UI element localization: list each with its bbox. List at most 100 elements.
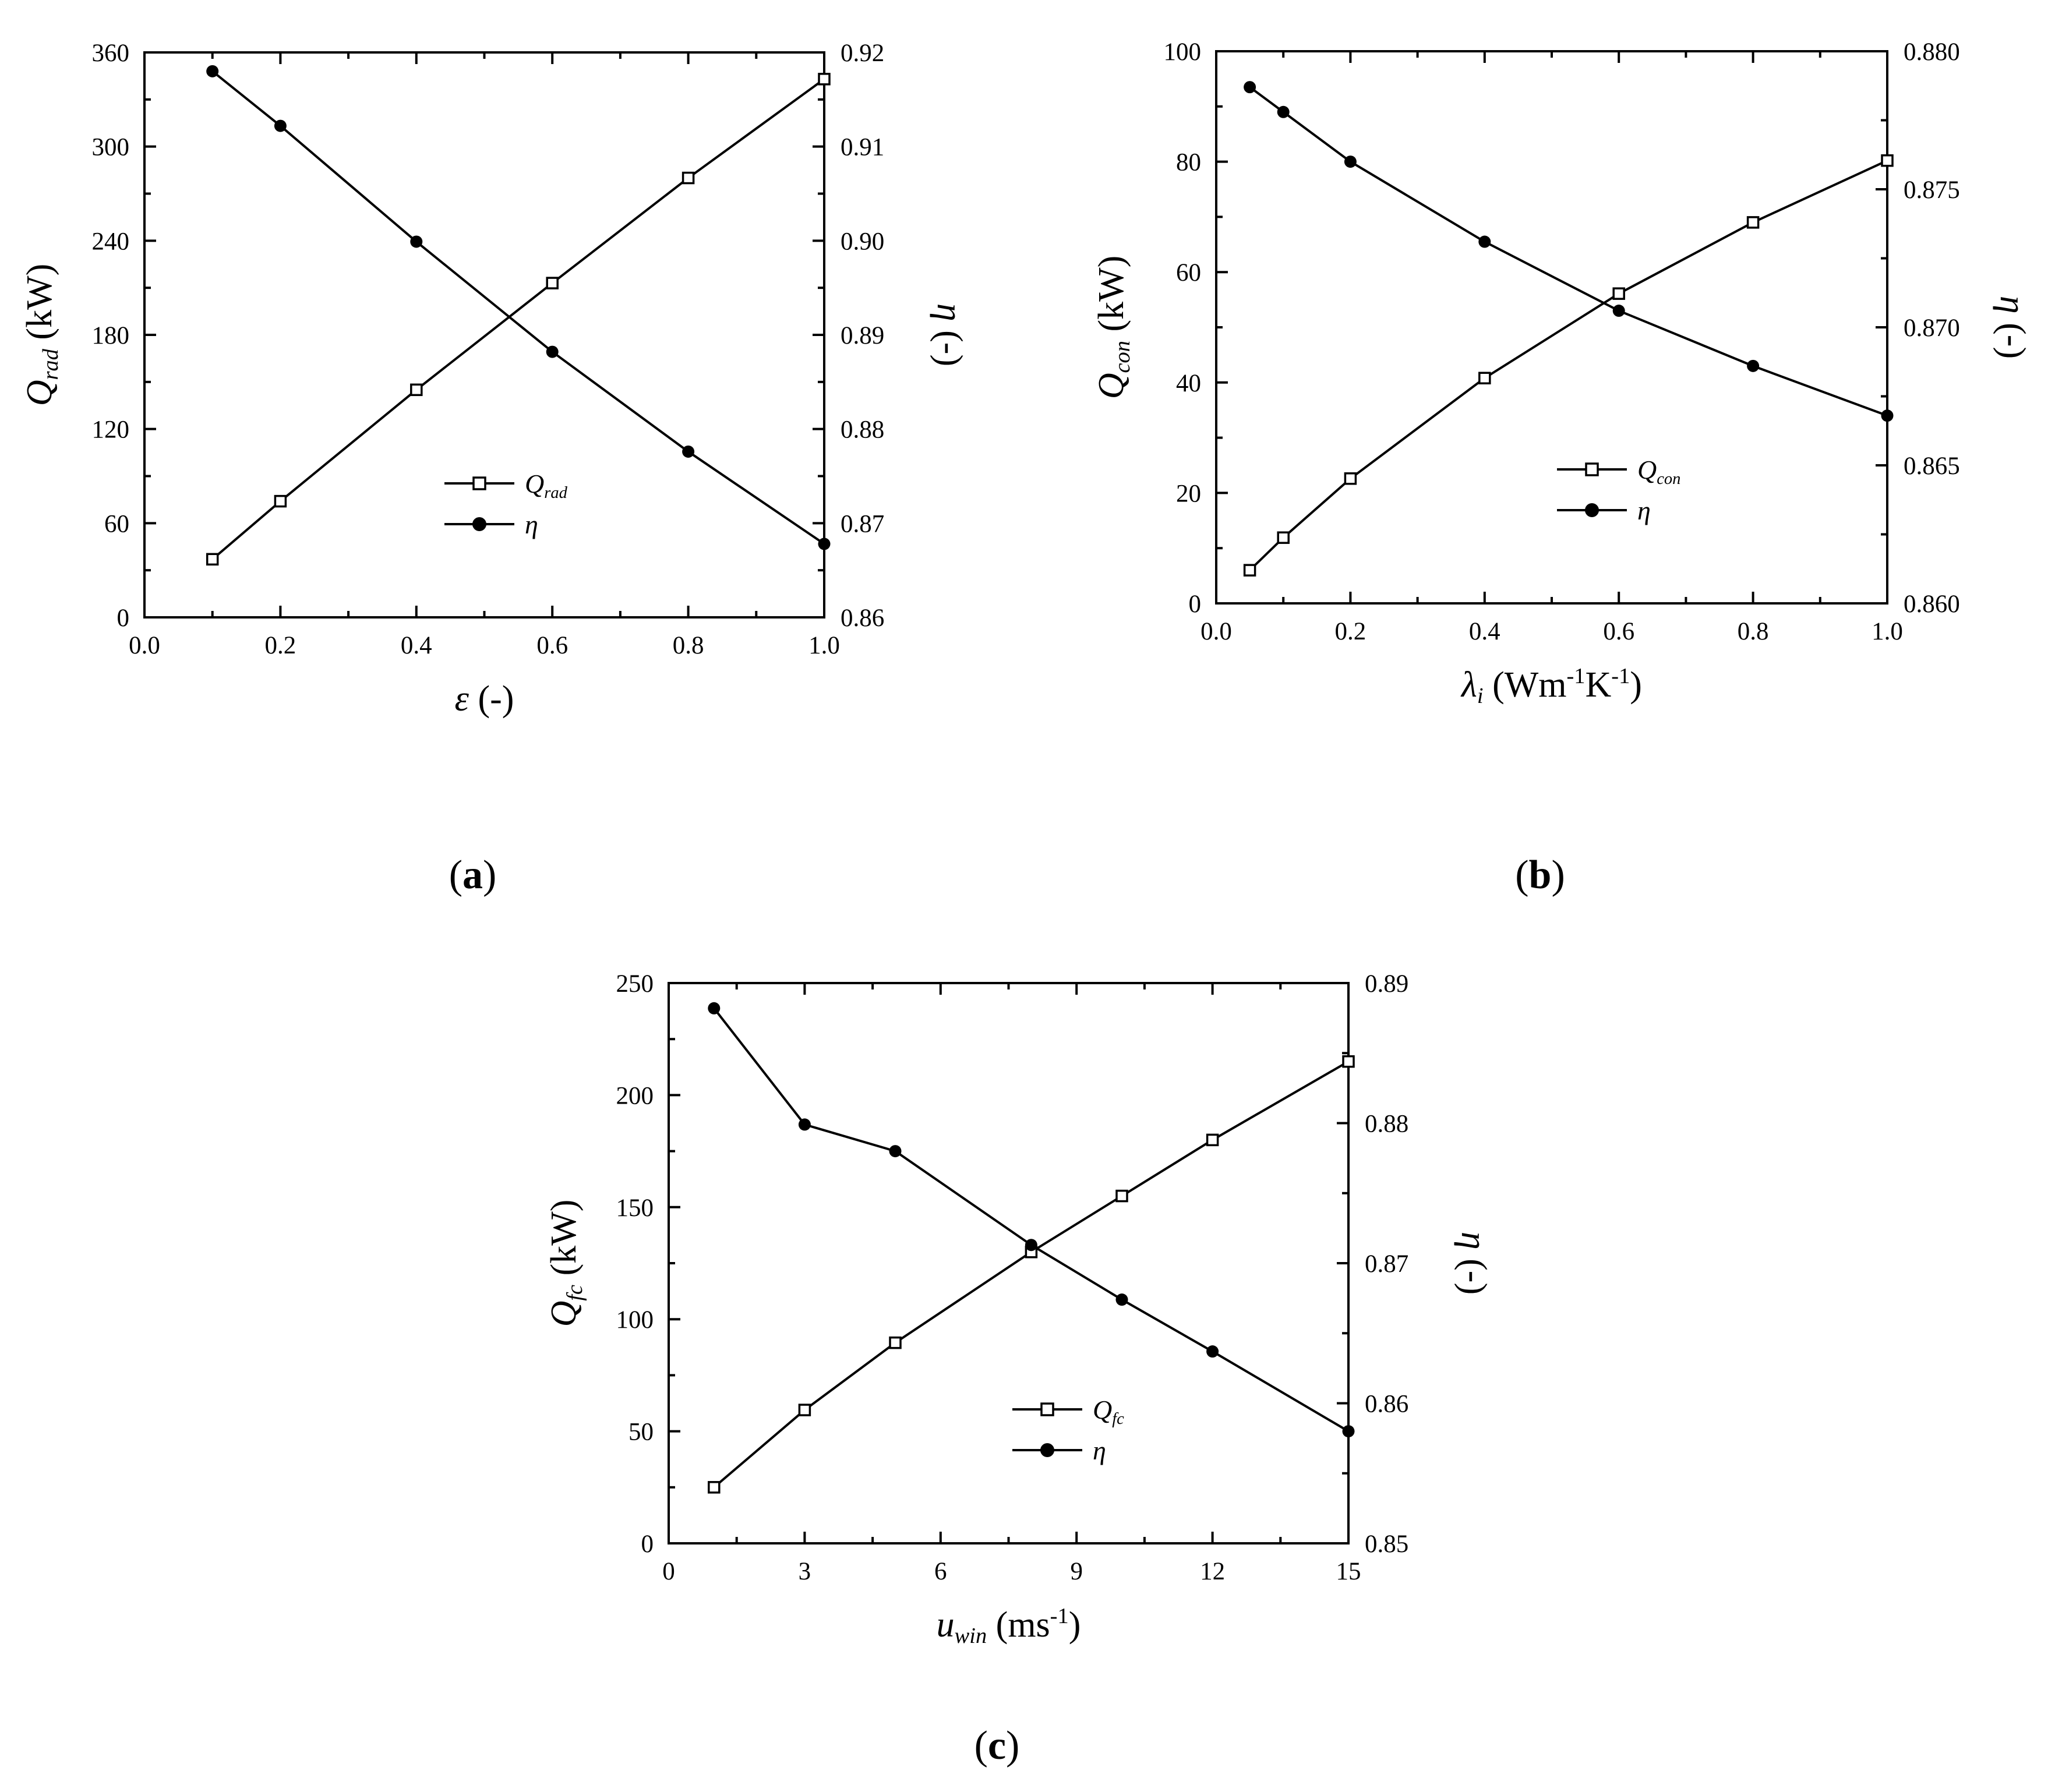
y-right-tick-label: 0.89 xyxy=(1365,970,1408,998)
x-axis-title: λi (Wm-1K-1) xyxy=(1460,664,1642,708)
y-left-tick-label: 100 xyxy=(616,1306,654,1334)
y-left-tick-label: 60 xyxy=(1176,259,1201,287)
legend-label: η xyxy=(1637,496,1651,525)
y-right-axis-title: η (-) xyxy=(1993,296,2032,359)
y-right-tick-label: 0.86 xyxy=(1365,1391,1408,1418)
series-line-q xyxy=(211,78,825,560)
y-right-tick-label: 0.87 xyxy=(1365,1250,1408,1278)
q-data-point xyxy=(1478,372,1491,384)
eta-data-point xyxy=(274,119,287,132)
y-left-tick-label: 0 xyxy=(117,605,130,632)
q-data-point xyxy=(1243,564,1256,577)
legend-label: η xyxy=(525,510,538,539)
q-data-point xyxy=(1342,1055,1355,1068)
y-left-tick-label: 240 xyxy=(92,228,130,255)
y-left-tick-label: 180 xyxy=(92,322,130,349)
q-data-point xyxy=(798,1404,811,1416)
legend-marker-circle xyxy=(1585,503,1599,517)
y-left-tick-label: 250 xyxy=(616,970,654,998)
y-left-tick-label: 0 xyxy=(1189,591,1202,618)
x-tick-label: 0.8 xyxy=(1738,618,1769,645)
y-right-tick-label: 0.880 xyxy=(1904,38,1960,66)
y-left-axis-title: Qcon (kW) xyxy=(1092,256,1135,400)
y-left-tick-label: 0 xyxy=(641,1531,654,1558)
y-left-axis-title: Qrad (kW) xyxy=(20,264,63,406)
q-data-point xyxy=(410,383,423,397)
legend-label: Qcon xyxy=(1637,455,1680,488)
x-tick-label: 12 xyxy=(1200,1558,1225,1585)
x-tick-label: 0.2 xyxy=(1335,618,1367,645)
y-left-tick-label: 360 xyxy=(92,40,130,67)
eta-data-point xyxy=(546,345,559,358)
y-right-tick-label: 0.92 xyxy=(841,40,884,67)
legend-label: Qrad xyxy=(525,469,568,502)
series-line-eta xyxy=(211,70,825,545)
x-tick-label: 0.0 xyxy=(129,632,160,659)
y-left-tick-label: 150 xyxy=(616,1194,654,1222)
eta-data-point xyxy=(708,1002,721,1015)
q-data-point xyxy=(708,1481,721,1494)
x-tick-label: 0 xyxy=(662,1558,675,1585)
q-data-point xyxy=(1612,287,1625,300)
eta-data-point xyxy=(410,235,423,248)
q-data-point xyxy=(1206,1133,1219,1147)
y-right-tick-label: 0.86 xyxy=(841,605,884,632)
series-line-eta xyxy=(1249,86,1888,417)
eta-data-point xyxy=(1478,235,1491,248)
y-left-tick-label: 60 xyxy=(104,510,129,538)
x-axis-title: ε (-) xyxy=(455,679,514,719)
legend-marker-square xyxy=(1040,1402,1054,1416)
x-tick-label: 0.8 xyxy=(673,632,704,659)
x-tick-label: 0.4 xyxy=(1469,618,1500,645)
legend-label: η xyxy=(1093,1436,1106,1465)
panel-a: 0.0 0.2 0.4 0.6 0.8 1.0 0 60 120 180 240 300 360 0.86… xyxy=(20,40,969,897)
q-data-point xyxy=(274,494,287,508)
x-tick-label: 3 xyxy=(799,1558,811,1585)
eta-data-point xyxy=(1206,1345,1219,1358)
x-tick-label: 0.6 xyxy=(1603,618,1634,645)
q-data-point xyxy=(1746,216,1760,229)
panel-c: 0 3 6 9 12 150501001502002500.850.860.870.880… xyxy=(544,970,1493,1768)
y-right-tick-label: 0.89 xyxy=(841,322,884,349)
legend-marker-circle xyxy=(1040,1443,1054,1457)
y-right-tick-label: 0.88 xyxy=(841,416,884,444)
q-data-point xyxy=(1115,1189,1128,1203)
eta-data-point xyxy=(889,1145,902,1158)
eta-data-point xyxy=(1344,155,1357,168)
eta-data-point xyxy=(206,65,219,77)
q-data-point xyxy=(889,1336,902,1349)
x-tick-label: 15 xyxy=(1336,1558,1361,1585)
panel-b: 0.0 0.2 0.4 0.6 0.8 1.0 0 20 40 60 80 100 0.860 0.865… xyxy=(1092,38,2032,897)
x-tick-label: 0.2 xyxy=(265,632,296,659)
q-data-point xyxy=(818,73,831,86)
y-right-tick-label: 0.91 xyxy=(841,134,884,161)
x-tick-label: 0.6 xyxy=(536,632,568,659)
eta-data-point xyxy=(682,445,695,458)
eta-data-point xyxy=(1612,305,1625,317)
eta-data-point xyxy=(1025,1239,1037,1252)
y-right-tick-label: 0.85 xyxy=(1365,1531,1408,1558)
y-left-tick-label: 50 xyxy=(628,1419,654,1446)
y-right-tick-label: 0.860 xyxy=(1904,591,1960,618)
y-right-tick-label: 0.87 xyxy=(841,510,884,538)
q-data-point xyxy=(682,171,695,185)
y-right-tick-label: 0.865 xyxy=(1904,453,1960,480)
y-left-axis-title: Qfc (kW) xyxy=(544,1200,587,1327)
eta-data-point xyxy=(798,1118,811,1131)
x-tick-label: 0.4 xyxy=(401,632,432,659)
q-data-point xyxy=(206,553,219,566)
eta-data-point xyxy=(1277,105,1290,118)
y-right-axis-title: η (-) xyxy=(930,303,969,366)
y-left-tick-label: 120 xyxy=(92,416,130,444)
plot-frame xyxy=(668,982,1350,1544)
y-right-tick-label: 0.875 xyxy=(1904,176,1960,204)
eta-data-point xyxy=(1747,359,1760,372)
x-tick-label: 9 xyxy=(1070,1558,1083,1585)
legend-label: Qfc xyxy=(1093,1395,1124,1428)
x-tick-label: 6 xyxy=(934,1558,947,1585)
x-axis-title: uwin (ms-1) xyxy=(937,1604,1081,1648)
x-tick-label: 0.0 xyxy=(1200,618,1232,645)
y-left-tick-label: 20 xyxy=(1176,480,1201,507)
plot-frame xyxy=(143,51,825,618)
